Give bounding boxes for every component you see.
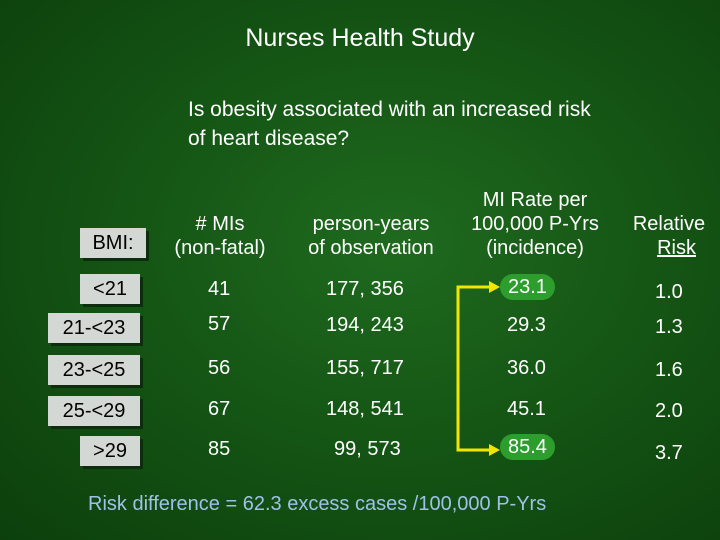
cell-person-years: 99, 573 [334,438,401,460]
cell-relative-risk: 2.0 [655,400,683,422]
header-rate-line2: 100,000 P-Yrs [471,213,599,235]
header-mi-rate: MI Rate per 100,000 P-Yrs (incidence) [455,188,615,260]
bracket-line [456,285,494,452]
cell-relative-risk: 1.0 [655,281,683,303]
cell-mis: 41 [208,278,231,300]
cell-mis: 56 [208,357,231,379]
cell-rate: 36.0 [507,357,546,379]
header-py-line2: of observation [308,237,434,259]
cell-mis: 57 [208,313,231,335]
cell-rate-highlight: 85.4 [500,434,555,460]
research-question: Is obesity associated with an increased … [188,98,591,150]
header-person-years: person-years of observation [290,212,452,260]
cell-rate: 29.3 [507,314,546,336]
cell-rate: 45.1 [507,398,546,420]
arrowhead-bottom [489,444,500,456]
header-mis-line2: (non-fatal) [174,237,266,259]
header-mis-line1: # MIs [195,213,245,235]
slide-title: Nurses Health Study [245,24,475,52]
cell-relative-risk: 1.6 [655,359,683,381]
cell-person-years: 148, 541 [326,398,404,420]
cell-relative-risk: 3.7 [655,442,683,464]
arrowhead-top [489,281,500,293]
header-rr-line1: Relative [632,213,706,235]
cell-rate-highlight: 23.1 [500,274,555,300]
cell-person-years: 177, 356 [326,278,404,300]
bmi-category: <21 [80,274,140,304]
header-rate-line3: (incidence) [486,237,584,259]
cell-relative-risk: 1.3 [655,316,683,338]
bmi-category: >29 [80,436,140,466]
bmi-category: 25-<29 [48,396,140,426]
cell-mis: 85 [208,438,231,460]
bmi-category: 23-<25 [48,355,140,385]
header-mis: # MIs (non-fatal) [162,212,278,260]
bmi-label: BMI: [80,228,146,258]
header-rr-line2: Risk [657,237,696,259]
header-py-line1: person-years [312,213,430,235]
cell-person-years: 155, 717 [326,357,404,379]
cell-person-years: 194, 243 [326,314,404,336]
header-rate-line1: MI Rate per [482,189,588,211]
risk-difference-note: Risk difference = 62.3 excess cases /100… [88,493,547,515]
header-relative-risk: Relative Risk [620,212,718,260]
cell-mis: 67 [208,398,231,420]
bmi-category: 21-<23 [48,313,140,343]
